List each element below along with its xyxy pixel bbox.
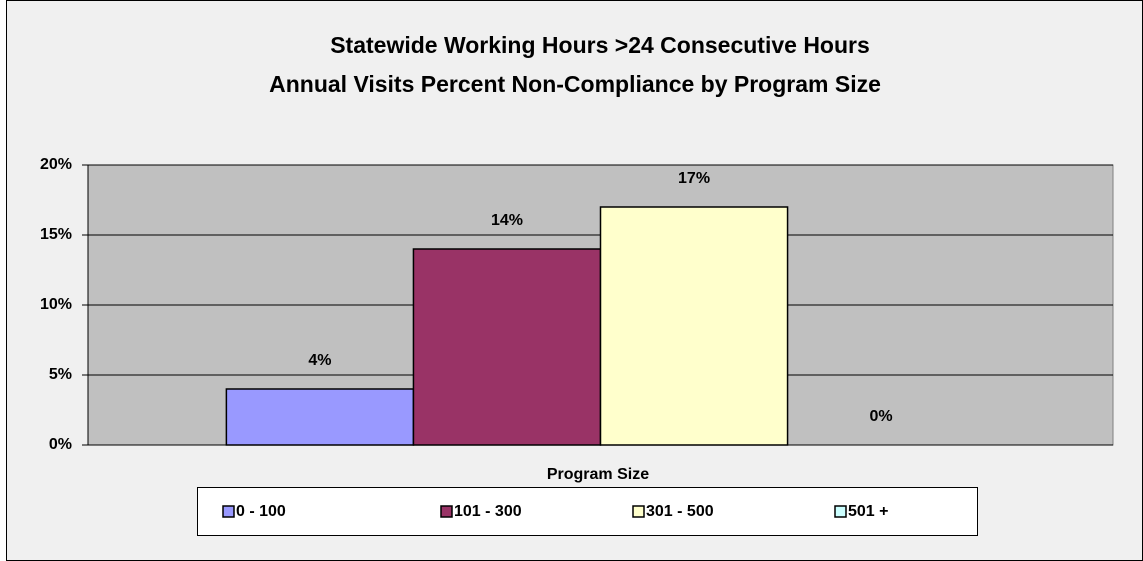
legend-label: 501 +: [848, 503, 888, 520]
chart-title: Statewide Working Hours >24 Consecutive …: [330, 32, 870, 58]
x-axis-title: Program Size: [547, 466, 649, 483]
y-tick-label: 10%: [40, 296, 72, 313]
legend-label: 301 - 500: [646, 503, 714, 520]
y-tick-label: 15%: [40, 226, 72, 243]
legend-label: 101 - 300: [454, 503, 522, 520]
data-label: 14%: [491, 212, 523, 229]
bar: [412, 248, 602, 446]
bar: [599, 206, 789, 446]
legend-swatch: [222, 505, 235, 518]
data-label: 0%: [870, 408, 893, 425]
y-tick-label: 20%: [40, 156, 72, 173]
legend-swatch: [834, 505, 847, 518]
data-label: 4%: [308, 352, 331, 369]
legend-swatch: [440, 505, 453, 518]
data-label: 17%: [678, 170, 710, 187]
chart-title: Annual Visits Percent Non-Compliance by …: [269, 71, 881, 97]
legend-swatch: [632, 505, 645, 518]
legend-label: 0 - 100: [236, 503, 286, 520]
y-tick-label: 0%: [49, 436, 72, 453]
y-tick-label: 5%: [49, 366, 72, 383]
legend: [197, 487, 978, 536]
bar: [225, 388, 415, 446]
